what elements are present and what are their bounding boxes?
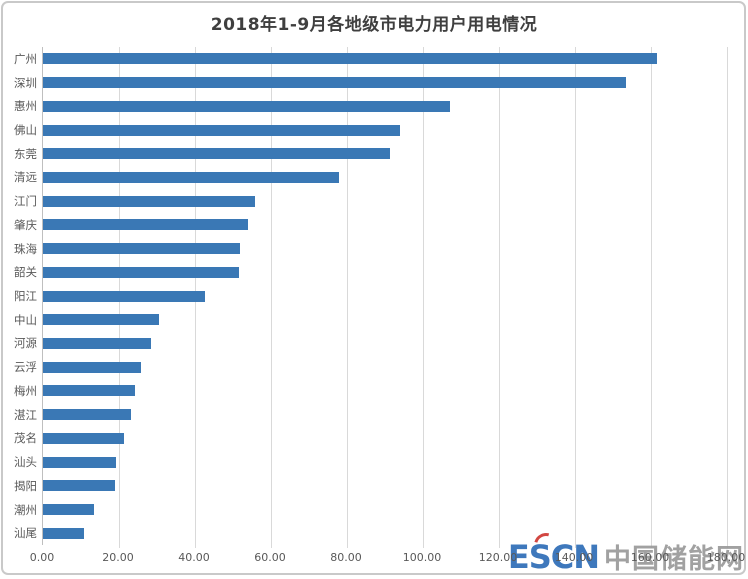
y-axis-label: 惠州 — [14, 99, 37, 114]
y-axis-label: 珠海 — [14, 241, 37, 256]
bar-row — [43, 403, 727, 427]
bar — [43, 148, 390, 160]
y-axis-label: 河源 — [14, 336, 37, 351]
y-axis-label: 广州 — [14, 51, 37, 66]
bar — [43, 53, 657, 65]
y-axis-label: 云浮 — [14, 360, 37, 375]
gridline — [271, 47, 272, 548]
bar — [43, 77, 627, 89]
y-axis-label: 揭阳 — [14, 478, 37, 493]
gridline — [499, 47, 500, 548]
x-axis-tick-label: 0.00 — [29, 551, 55, 564]
bar — [43, 385, 136, 397]
bar-row — [43, 166, 727, 190]
bar — [43, 314, 160, 326]
bar — [43, 171, 339, 183]
watermark-site-name: 中国储能网 — [604, 544, 744, 575]
y-axis-labels: 广州深圳惠州佛山东莞清远江门肇庆珠海韶关阳江中山河源云浮梅州湛江茂名汕头揭阳潮州… — [0, 47, 37, 545]
gridline — [650, 47, 652, 548]
y-axis-label: 江门 — [14, 194, 37, 209]
bar — [43, 337, 151, 349]
chart-title: 2018年1-9月各地级市电力用户用电情况 — [210, 15, 538, 35]
y-axis-label: 阳江 — [14, 289, 37, 304]
x-axis-tick-label: 120.00 — [478, 551, 518, 564]
bar-row — [43, 118, 727, 142]
y-axis-label: 东莞 — [14, 146, 37, 161]
x-axis-tick-label: 180.00 — [706, 551, 746, 564]
bar-row — [43, 427, 727, 451]
bar — [43, 432, 125, 444]
bar — [43, 219, 248, 231]
y-axis-label: 潮州 — [14, 502, 37, 517]
y-axis-label: 汕头 — [14, 455, 37, 470]
x-axis-tick-label: 80.00 — [330, 551, 362, 564]
bar-row — [43, 498, 727, 522]
bar-row — [43, 213, 727, 237]
y-axis-label: 韶关 — [14, 265, 37, 280]
bar-row — [43, 379, 727, 403]
bar-row — [43, 71, 727, 95]
bar — [43, 195, 256, 207]
bar-row — [43, 308, 727, 332]
y-axis-label: 肇庆 — [14, 217, 37, 232]
bar-row — [43, 142, 727, 166]
bar-row — [43, 450, 727, 474]
bar — [43, 124, 401, 136]
x-axis-tick-label: 40.00 — [178, 551, 210, 564]
y-axis-label: 汕尾 — [14, 526, 37, 541]
y-axis-label: 中山 — [14, 312, 37, 327]
y-axis-label: 茂名 — [14, 431, 37, 446]
bar — [43, 361, 142, 373]
bar-row — [43, 189, 727, 213]
gridline — [575, 47, 576, 548]
gridline — [727, 47, 728, 548]
gridline — [346, 47, 348, 548]
x-axis-tick-label: 60.00 — [254, 551, 286, 564]
x-axis-tick-label: 160.00 — [630, 551, 670, 564]
bar — [43, 290, 205, 302]
bar — [43, 409, 131, 421]
y-axis-label: 佛山 — [14, 123, 37, 138]
bar — [43, 456, 116, 468]
plot-area — [42, 47, 728, 548]
gridline — [423, 47, 424, 548]
bar — [43, 480, 116, 492]
bar-row — [43, 355, 727, 379]
x-axis-labels: 0.00 20.00 40.00 60.00 80.00 100.00 120.00 140.… — [30, 551, 746, 565]
bar-row — [43, 284, 727, 308]
bar — [43, 243, 240, 255]
bar-row — [43, 474, 727, 498]
x-axis-tick-label: 20.00 — [102, 551, 134, 564]
x-axis-tick-label: 100.00 — [402, 551, 442, 564]
bar — [43, 504, 94, 516]
bar-rows — [43, 47, 727, 545]
bar-row — [43, 332, 727, 356]
bar-row — [43, 521, 727, 545]
y-axis-label: 深圳 — [14, 75, 37, 90]
bar-row — [43, 237, 727, 261]
x-axis-tick-label: 140.00 — [554, 551, 594, 564]
bar-row — [43, 94, 727, 118]
y-axis-label: 梅州 — [14, 383, 37, 398]
bar — [43, 100, 451, 112]
bar-row — [43, 260, 727, 284]
bar-row — [43, 47, 727, 71]
bar — [43, 527, 84, 539]
watermark: ESCN 中国储能网 — [507, 528, 744, 576]
bar — [43, 266, 239, 278]
y-axis-label: 清远 — [14, 170, 37, 185]
watermark-escn-logo: ESCN — [507, 538, 600, 576]
y-axis-label: 湛江 — [14, 407, 37, 422]
